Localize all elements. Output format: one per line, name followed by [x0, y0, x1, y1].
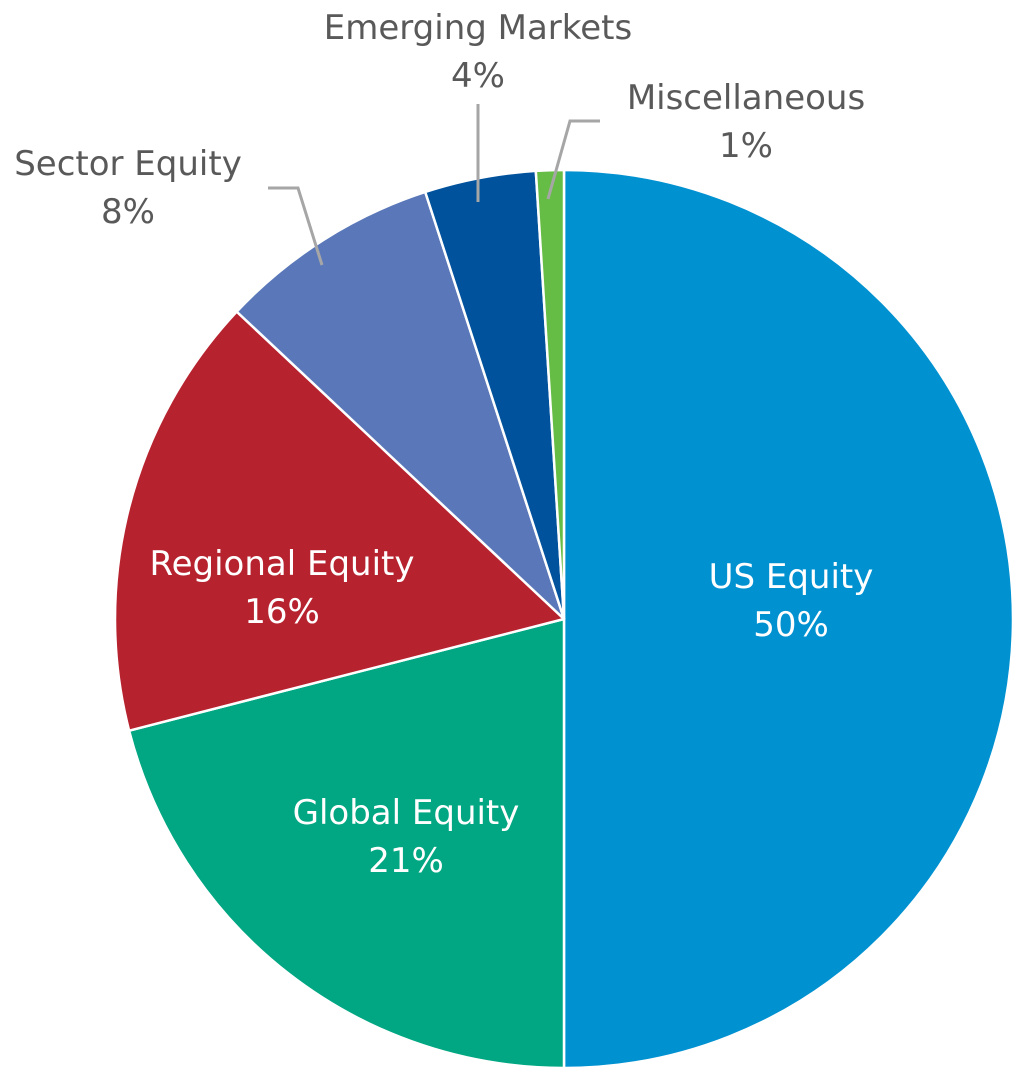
leader-line-miscellaneous: [546, 119, 600, 200]
slice-label-sector-equity: Sector Equity 8%: [14, 144, 242, 232]
slice-label-value: 4%: [451, 56, 505, 96]
slice-label-value: 21%: [368, 841, 444, 881]
slice-label-value: 8%: [101, 192, 155, 232]
pie-slice-us-equity: [562, 168, 1015, 1070]
slice-label-name: Miscellaneous: [627, 78, 865, 118]
slice-label-value: 1%: [719, 126, 773, 166]
slice-label-name: US Equity: [709, 557, 874, 597]
slice-label-emerging-markets: Emerging Markets 4%: [324, 8, 632, 96]
leader-line-sector-equity: [268, 186, 324, 266]
slice-label-name: Global Equity: [293, 793, 520, 833]
slice-label-regional-equity: Regional Equity 16%: [150, 544, 415, 632]
slice-label-name: Regional Equity: [150, 544, 415, 584]
slice-label-value: 16%: [244, 592, 320, 632]
pie-slice-global-equity: [127, 617, 566, 1070]
slice-label-value: 50%: [753, 605, 829, 645]
slice-label-us-equity: US Equity 50%: [709, 557, 874, 645]
slice-label-global-equity: Global Equity 21%: [293, 793, 520, 881]
leader-lines: [268, 104, 600, 266]
pie-slice-regional-equity: [113, 310, 566, 732]
pie-slices: [113, 168, 1015, 1070]
slice-label-name: Sector Equity: [14, 144, 242, 184]
pie-slice-sector-equity: [235, 190, 566, 621]
slice-label-name: Emerging Markets: [324, 8, 632, 48]
slice-labels: US Equity 50% Global Equity 21% Regional Equ…: [14, 8, 873, 881]
pie-slice-miscellaneous: [534, 168, 566, 621]
slice-label-miscellaneous: Miscellaneous 1%: [627, 78, 865, 166]
